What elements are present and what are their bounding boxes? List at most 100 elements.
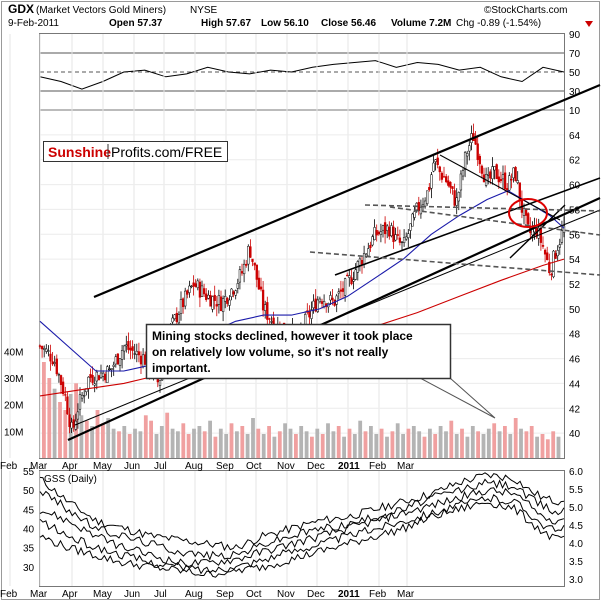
- volume-bar: [438, 426, 443, 458]
- candle-body: [66, 396, 69, 415]
- candle-body: [322, 301, 326, 307]
- candle-body: [179, 299, 183, 314]
- candle-body: [200, 285, 204, 297]
- volume-bar: [508, 434, 513, 458]
- low-value: Low 56.10: [261, 18, 309, 29]
- price-axes: 40 42 44 46 48 50 52 54 56 58 60 62 64 Feb Mar Apr May Ju…: [0, 131, 581, 472]
- candle-body: [68, 414, 71, 427]
- month-label: Apr: [62, 461, 78, 472]
- candle-body: [137, 351, 141, 356]
- month-label: Feb: [369, 461, 387, 472]
- rsi-tick-label: 70: [569, 49, 581, 60]
- annotation-line-2: on relatively low volume, so it's not re…: [152, 345, 389, 359]
- candle-body: [64, 394, 67, 396]
- volume-bar: [235, 431, 239, 458]
- candle-body: [238, 269, 242, 283]
- volume-bar: [261, 434, 266, 458]
- candle-body: [394, 234, 397, 241]
- candle-body: [228, 299, 231, 306]
- trend-lines: [67, 83, 601, 442]
- gss-left-tick: 30: [23, 563, 35, 574]
- support-line: [334, 177, 601, 276]
- candle-body: [377, 231, 380, 235]
- gss-month-label: Feb: [369, 589, 387, 600]
- volume-bar: [363, 431, 368, 458]
- watermark-profits: Profits.com/FREE: [111, 144, 222, 160]
- volume-bar: [47, 378, 52, 458]
- candle-body: [457, 192, 460, 202]
- candle-body: [348, 275, 351, 278]
- candle-body: [445, 176, 448, 183]
- candle-body: [101, 372, 105, 377]
- gss-series-line: [39, 501, 565, 578]
- volume-bar: [374, 434, 379, 458]
- volume-bar: [95, 410, 100, 458]
- gss-month-label: Dec: [307, 589, 325, 600]
- candle-body: [205, 293, 208, 300]
- candle-body: [175, 312, 178, 323]
- volume-bar: [229, 423, 234, 458]
- candle-body: [386, 225, 389, 231]
- candle-body: [173, 314, 176, 319]
- volume-bar: [529, 426, 534, 458]
- watermark-box: [43, 141, 228, 162]
- volume-bar: [176, 431, 180, 458]
- gss-month-label: 2011: [338, 589, 360, 600]
- volume-bar: [267, 426, 271, 458]
- candle-body: [247, 246, 250, 265]
- chart-date: 9-Feb-2011: [8, 18, 59, 29]
- volume-bar: [186, 434, 191, 458]
- volume-bar: [197, 426, 202, 458]
- candle-body: [466, 153, 469, 157]
- candle-body: [139, 355, 143, 365]
- dashed-line-lower: [309, 251, 601, 276]
- month-label: Dec: [307, 461, 325, 472]
- candle-body: [213, 294, 216, 301]
- volume-bar: [165, 412, 170, 458]
- volume-bar: [304, 431, 309, 458]
- candle-body: [400, 241, 404, 244]
- candle-body: [447, 180, 450, 186]
- volume-bar: [52, 388, 57, 458]
- candle-body: [133, 353, 136, 355]
- volume-bar: [299, 426, 304, 458]
- volume-bar: [406, 428, 411, 458]
- candle-body: [74, 420, 77, 430]
- candle-body: [55, 358, 58, 375]
- open-value: Open 57.37: [109, 18, 163, 29]
- volume-bar: [481, 434, 486, 458]
- candle-body: [236, 283, 239, 289]
- candle-body: [118, 358, 122, 366]
- volume-bar: [240, 426, 245, 458]
- candle-body: [346, 274, 349, 277]
- volume-bar: [326, 423, 330, 458]
- month-label: Jun: [124, 461, 140, 472]
- volume-bar: [159, 426, 164, 458]
- gss-left-tick: 35: [23, 544, 35, 555]
- dashed-line-middle: [389, 206, 601, 236]
- change-value: Chg -0.89 (-1.54%): [456, 18, 541, 29]
- volume-bar: [117, 431, 121, 458]
- candle-body: [436, 157, 439, 166]
- candle-body: [493, 166, 496, 171]
- candle-body: [171, 317, 174, 323]
- candle-body: [104, 373, 107, 381]
- candle-body: [40, 346, 44, 350]
- candle-body: [123, 345, 126, 352]
- volume-bar: [535, 436, 539, 458]
- volume-bar: [58, 402, 62, 458]
- volume-bar: [524, 431, 529, 458]
- gss-right-tick: 5.5: [569, 485, 583, 496]
- candle-body: [312, 300, 315, 309]
- candle-body: [226, 297, 229, 304]
- candle-body: [190, 285, 193, 288]
- watermark-sunshine: Sunshine: [48, 144, 111, 160]
- candle-body: [192, 282, 195, 287]
- gss-month-label: Jun: [124, 589, 140, 600]
- candle-body: [478, 155, 481, 165]
- candle-body: [468, 145, 471, 152]
- month-label: Jul: [154, 461, 167, 472]
- candle-body: [362, 253, 366, 265]
- volume-bar: [170, 428, 175, 458]
